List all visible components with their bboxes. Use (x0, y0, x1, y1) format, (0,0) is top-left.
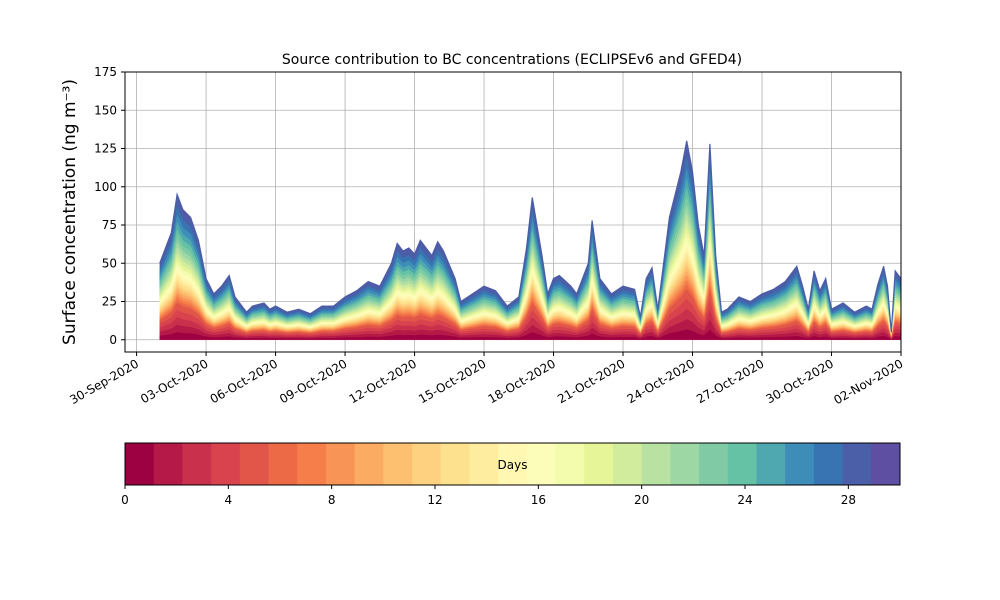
colorbar-tick-label: 20 (634, 493, 649, 507)
colorbar-segment (182, 443, 212, 485)
x-tick-label: 27-Oct-2020 (694, 356, 766, 406)
y-tick-label: 150 (94, 103, 117, 117)
colorbar-tick-label: 12 (427, 493, 442, 507)
x-tick-label: 15-Oct-2020 (416, 356, 488, 406)
colorbar-segment (842, 443, 872, 485)
y-axis-label: Surface concentration (ng m⁻³) (60, 79, 80, 345)
colorbar-segment (440, 443, 470, 485)
x-tick-label: 21-Oct-2020 (555, 356, 627, 406)
x-tick-label: 03-Oct-2020 (138, 356, 210, 406)
y-tick-label: 0 (109, 333, 117, 347)
colorbar-segment (813, 443, 844, 485)
x-tick-label: 18-Oct-2020 (486, 356, 558, 406)
colorbar-segment (584, 443, 614, 485)
plot-frame (124, 71, 902, 353)
x-tick-label: 12-Oct-2020 (347, 356, 419, 406)
colorbar-segment (526, 443, 557, 485)
y-tick-label: 50 (102, 256, 117, 270)
colorbar-segment (785, 443, 815, 485)
colorbar-tick-label: 24 (737, 493, 752, 507)
colorbar-frame (124, 442, 901, 486)
colorbar-tick-label: 0 (121, 493, 129, 507)
y-tick-label: 175 (94, 65, 117, 79)
colorbar-segment (871, 443, 901, 485)
x-tick-label: 30-Sep-2020 (67, 356, 141, 407)
colorbar-tick-label: 28 (841, 493, 856, 507)
colorbar-segment (297, 443, 327, 485)
chart-title: Source contribution to BC concentrations… (282, 52, 742, 68)
y-tick-label: 25 (102, 295, 117, 309)
colorbar-segment (268, 443, 298, 485)
colorbar-label: Days (498, 458, 528, 472)
colorbar-segment (325, 443, 356, 485)
y-tick-label: 125 (94, 142, 117, 156)
colorbar-segment (153, 443, 183, 485)
stacked-area-series (159, 140, 901, 340)
x-tick-label: 02-Nov-2020 (831, 356, 905, 407)
x-tick-label: 30-Oct-2020 (764, 356, 836, 406)
colorbar-segment (211, 443, 241, 485)
colorbar-segment (354, 443, 384, 485)
colorbar-segment (555, 443, 585, 485)
colorbar-segment (727, 443, 757, 485)
colorbar-segment (239, 443, 270, 485)
colorbar-segment (641, 443, 671, 485)
colorbar-segment (125, 443, 155, 485)
x-tick-label: 09-Oct-2020 (277, 356, 349, 406)
total-series-line (159, 140, 901, 333)
colorbar-tick-label: 4 (225, 493, 233, 507)
colorbar-segment (756, 443, 786, 485)
colorbar-segment (498, 443, 528, 485)
y-tick-label: 100 (94, 180, 117, 194)
colorbar-tick-label: 16 (531, 493, 546, 507)
x-tick-label: 06-Oct-2020 (208, 356, 280, 406)
colorbar-tick-label: 8 (328, 493, 336, 507)
area-band-day-1 (159, 319, 901, 340)
area-band-day-0 (159, 329, 901, 340)
colorbar-segment (670, 443, 700, 485)
colorbar: Days 0 4 8 12 16 20 24 28 (121, 442, 901, 507)
colorbar-segment (383, 443, 413, 485)
colorbar-segment (469, 443, 499, 485)
colorbar-segment (699, 443, 729, 485)
y-tick-label: 75 (102, 218, 117, 232)
colorbar-segment (412, 443, 442, 485)
colorbar-segment (612, 443, 643, 485)
x-tick-label: 24-Oct-2020 (625, 356, 697, 406)
